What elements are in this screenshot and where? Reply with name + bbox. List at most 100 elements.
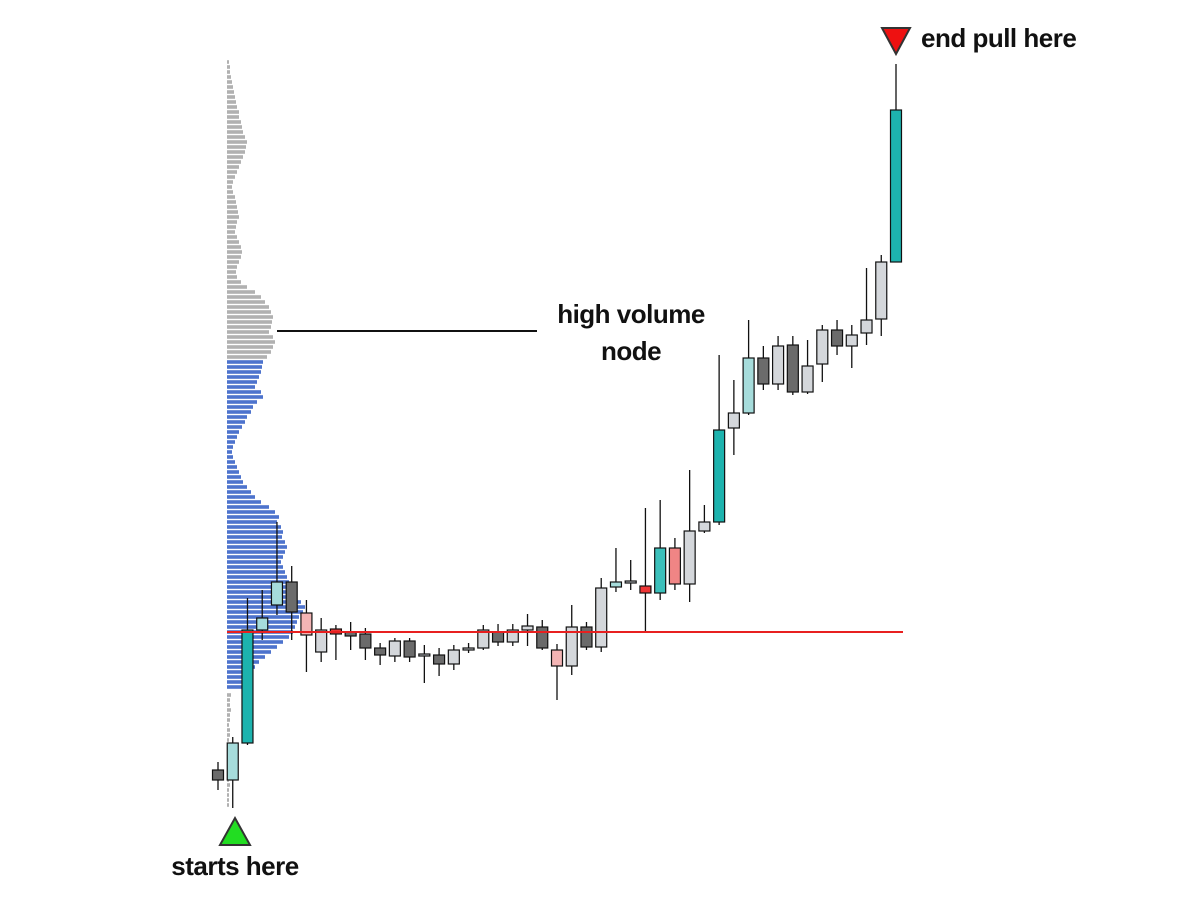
profile-bar	[227, 330, 269, 334]
candle-body	[447, 649, 460, 665]
profile-bar	[227, 670, 251, 674]
profile-bar	[227, 245, 241, 249]
profile-bar	[227, 90, 234, 94]
profile-bar	[227, 530, 283, 534]
profile-bar	[227, 395, 263, 399]
profile-bar	[227, 195, 235, 199]
profile-bar	[227, 475, 241, 479]
profile-bar	[227, 385, 255, 389]
candle-body	[742, 357, 755, 414]
candle-body	[477, 629, 490, 649]
profile-bar	[227, 280, 241, 284]
candle-body	[550, 649, 564, 667]
profile-bar	[227, 100, 236, 104]
profile-bar	[227, 520, 277, 524]
profile-bar	[227, 505, 269, 509]
profile-bar	[227, 728, 230, 732]
profile-bar	[227, 380, 257, 384]
candle-body	[462, 647, 475, 651]
candle-body	[771, 345, 785, 385]
profile-bar	[227, 560, 281, 564]
profile-bar	[227, 65, 230, 69]
profile-bar	[227, 325, 271, 329]
profile-bar	[227, 733, 230, 737]
profile-bar	[227, 205, 237, 209]
profile-bar	[227, 708, 231, 712]
end-marker	[880, 27, 912, 57]
profile-bar	[227, 555, 283, 559]
profile-bar	[227, 260, 239, 264]
profile-bar	[227, 255, 241, 259]
candle-body	[830, 329, 844, 347]
candle-body	[211, 769, 225, 781]
profile-bar	[227, 275, 237, 279]
profile-bar	[227, 230, 235, 234]
profile-bar	[227, 175, 235, 179]
candle-body	[698, 521, 711, 532]
candle-body	[359, 633, 372, 649]
profile-bar	[227, 460, 235, 464]
candle-body	[757, 357, 770, 385]
profile-bar	[227, 665, 255, 669]
profile-bar	[227, 270, 236, 274]
profile-bar	[227, 145, 246, 149]
profile-bar	[227, 738, 229, 742]
profile-bar	[227, 585, 291, 589]
profile-bar	[227, 290, 255, 294]
profile-bar	[227, 215, 239, 219]
profile-bar	[227, 435, 237, 439]
candle-body	[727, 412, 740, 429]
profile-bar	[227, 605, 305, 609]
profile-bar	[227, 495, 255, 499]
profile-bar	[227, 610, 303, 614]
profile-bar	[227, 210, 238, 214]
candle-body	[801, 365, 814, 393]
profile-bar	[227, 400, 257, 404]
profile-bar	[227, 698, 230, 702]
profile-bar	[227, 635, 289, 639]
profile-bar	[227, 535, 282, 539]
profile-bar	[227, 240, 239, 244]
profile-bar	[227, 80, 232, 84]
profile-bar	[227, 455, 233, 459]
profile-bar	[227, 375, 259, 379]
candle-body	[285, 581, 298, 613]
profile-bar	[227, 315, 273, 319]
profile-bar	[227, 335, 273, 339]
profile-bar	[227, 565, 283, 569]
profile-bar	[227, 783, 230, 787]
start-label: starts here	[171, 851, 298, 881]
profile-bar	[227, 713, 230, 717]
profile-bar	[227, 285, 247, 289]
profile-bar	[227, 295, 261, 299]
candle-body	[654, 547, 667, 594]
candles	[211, 64, 903, 808]
node-label: node	[601, 336, 661, 366]
profile-bar	[227, 470, 239, 474]
profile-bar	[227, 440, 235, 444]
profile-bar	[227, 360, 263, 364]
profile-bar	[227, 365, 262, 369]
profile-bar	[227, 640, 283, 644]
profile-bar	[227, 570, 285, 574]
profile-bar	[227, 550, 285, 554]
profile-bar	[227, 575, 287, 579]
profile-bar	[227, 545, 287, 549]
candle-body	[816, 329, 829, 365]
profile-bar	[227, 415, 247, 419]
profile-bar	[227, 70, 230, 74]
profile-bar	[227, 265, 237, 269]
node-label: high volume	[557, 299, 705, 329]
profile-bar	[227, 540, 285, 544]
profile-bar	[227, 420, 245, 424]
profile-bar	[227, 150, 245, 154]
candle-body	[241, 629, 254, 744]
profile-bar	[227, 110, 239, 114]
profile-bar	[227, 225, 236, 229]
profile-bar	[227, 160, 241, 164]
candle-body	[256, 617, 269, 631]
candle-body	[639, 585, 652, 594]
candle-body	[609, 581, 623, 588]
